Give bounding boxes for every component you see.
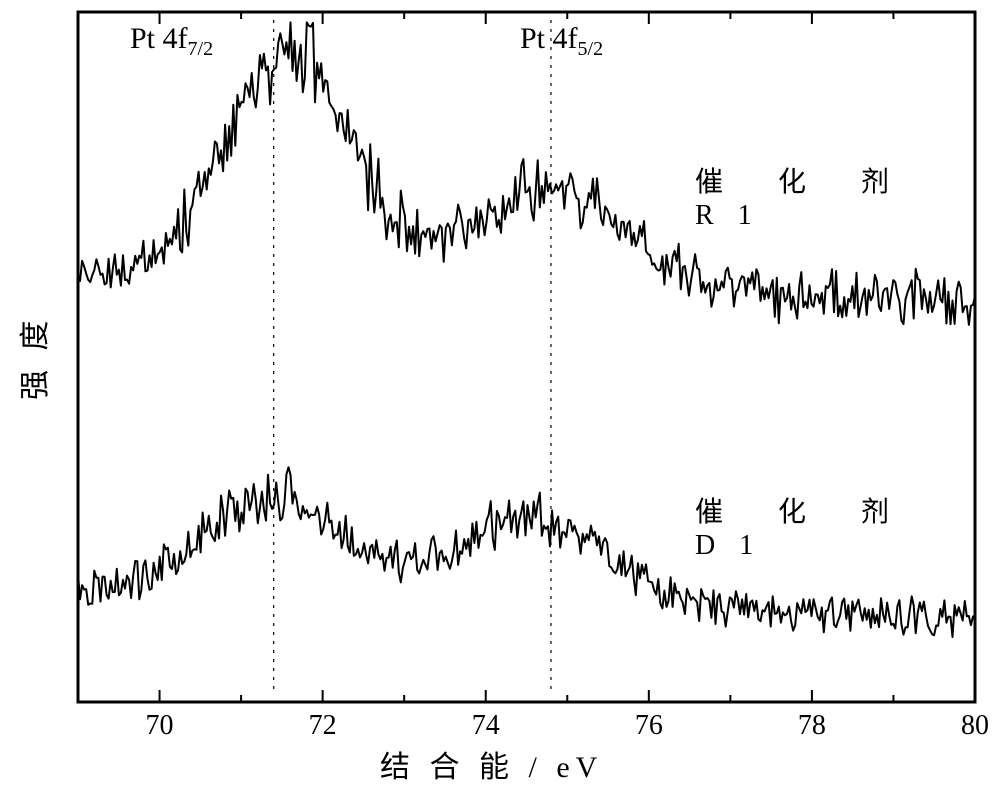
peak-label-4f72: Pt 4f7/2 [130,22,213,61]
y-axis-label: 强 度 [10,315,54,401]
xps-spectrum-figure: 70 72 74 76 78 80 强 度 结 合 能 / eV Pt 4f7/2 Pt … [0,0,1000,784]
series-label-d1: 催 化 剂 D1 [695,490,1000,562]
svg-text:70: 70 [146,710,174,741]
svg-text:80: 80 [961,710,989,741]
series-label-r1: 催 化 剂 R1 [695,160,1000,232]
svg-text:72: 72 [309,710,337,741]
plot-svg: 70 72 74 76 78 80 [0,0,1000,784]
svg-text:74: 74 [472,710,500,741]
svg-text:76: 76 [635,710,663,741]
x-axis-label: 结 合 能 / eV [380,742,603,786]
peak-label-4f52: Pt 4f5/2 [520,22,603,61]
svg-text:78: 78 [798,710,826,741]
